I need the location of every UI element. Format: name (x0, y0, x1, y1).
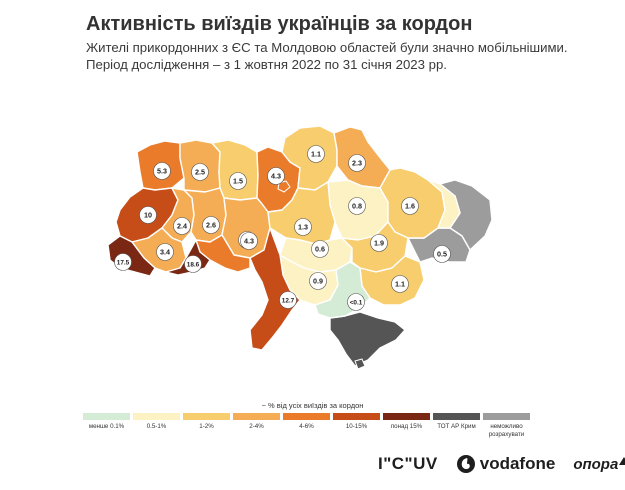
region-value-badge (311, 240, 329, 258)
region-value-label: 4.3 (244, 237, 254, 246)
region-value-label: 1.5 (233, 177, 243, 186)
region-shape-odesa (249, 227, 301, 351)
region-shape-crimea (329, 311, 406, 367)
region-value-badge (156, 243, 174, 261)
legend-swatch (483, 413, 530, 420)
region-value-badge (229, 172, 247, 190)
region-value-badge (279, 291, 297, 309)
legend-label: 1-2% (199, 423, 214, 430)
legend-label: ТОТ АР Крим (437, 423, 476, 430)
region-value-badge (347, 293, 365, 311)
legend-swatch (333, 413, 380, 420)
region-value-label: 1.1 (311, 150, 321, 159)
region-value-label: 2.5 (195, 168, 205, 177)
region-value-label: 5.3 (157, 167, 167, 176)
region-value-badge (202, 216, 220, 234)
region-value-label: 4.3 (271, 172, 281, 181)
opora-logo: опора (573, 456, 625, 473)
region-value-badge (191, 163, 209, 181)
region-value-label: 0.6 (315, 245, 325, 254)
legend-label: понад 15% (390, 423, 423, 430)
ukraine-choropleth-map: 5.32.51.54.31.12.3102.42.62.60.81.61.34.… (107, 125, 493, 370)
region-value-label: 0.8 (352, 202, 362, 211)
region-value-badge (240, 232, 258, 250)
vodafone-wordmark: vodafone (479, 454, 556, 473)
region-value-label: <0.1 (350, 300, 363, 307)
region-value-label: 0.5 (437, 250, 447, 259)
sponsor-logos: I"C"UV vodafone опора (378, 454, 625, 474)
legend-item: 2-4% (233, 413, 280, 439)
region-value-label: 1.9 (374, 239, 384, 248)
legend-item: 1-2% (183, 413, 230, 439)
region-value-badge (370, 234, 388, 252)
legend: менше 0.1% 0.5-1% 1-2% 2-4% 4-6% 10-15% понад … (83, 413, 530, 439)
region-value-label: 1.6 (405, 202, 415, 211)
region-shape-luhansk (427, 179, 461, 229)
region-value-label: 1.3 (298, 223, 308, 232)
legend-item: 0.5-1% (133, 413, 180, 439)
region-value-badge (153, 162, 171, 180)
legend-swatch (433, 413, 480, 420)
legend-label: 4-6% (299, 423, 314, 430)
legend-item: 10-15% (333, 413, 380, 439)
region-value-label: 10 (144, 211, 152, 220)
legend-label: 0.5-1% (146, 423, 167, 430)
legend-label: 10-15% (345, 423, 368, 430)
region-value-badge (294, 218, 312, 236)
legend-label: 2-4% (249, 423, 264, 430)
legend-title: ~ % від усіх виїздів за кордон (261, 401, 364, 410)
legend-swatch (233, 413, 280, 420)
vodafone-speechmark-icon (456, 455, 475, 473)
region-value-badge (391, 275, 409, 293)
legend-item: неможливо розрахувати (483, 413, 530, 439)
legend-swatch (183, 413, 230, 420)
map-title: Активність виїздів українців за кордон (86, 13, 473, 35)
map-subtitle: Жителі прикордонних з ЄС та Молдовою обл… (86, 39, 568, 73)
subtitle-line-1: Жителі прикордонних з ЄС та Молдовою обл… (86, 40, 568, 55)
legend-item: понад 15% (383, 413, 430, 439)
region-value-label: 2.6 (206, 221, 216, 230)
region-value-label: 1.1 (395, 280, 405, 289)
region-value-badge (184, 255, 202, 273)
region-value-label: 18.6 (187, 262, 200, 269)
region-value-badge (401, 197, 419, 215)
legend-item: 4-6% (283, 413, 330, 439)
opora-triangle-icon (619, 456, 625, 465)
region-value-badge (348, 197, 366, 215)
region-value-badge (173, 217, 191, 235)
legend-swatch (83, 413, 130, 420)
region-value-badge (139, 206, 157, 224)
region-value-badge (307, 145, 325, 163)
legend-swatch (283, 413, 330, 420)
region-value-badge (267, 167, 285, 185)
legend-swatch (133, 413, 180, 420)
region-value-badge (348, 154, 366, 172)
legend-label: неможливо розрахувати (488, 423, 525, 438)
region-value-label: 12.7 (282, 298, 295, 305)
legend-item: менше 0.1% (83, 413, 130, 439)
region-value-badge (309, 272, 327, 290)
ircuv-logo: I"C"UV (378, 454, 438, 473)
region-shape-kyiv-city (277, 180, 291, 193)
legend-swatch (383, 413, 430, 420)
region-value-badge (114, 253, 132, 271)
region-shape-sevastopol (354, 358, 366, 370)
region-value-label: 3.4 (160, 248, 170, 257)
legend-item: ТОТ АР Крим (433, 413, 480, 439)
opora-wordmark: опора (573, 455, 619, 473)
vodafone-logo: vodafone (456, 454, 556, 474)
subtitle-line-2: Період дослідження – з 1 жовтня 2022 по … (86, 57, 447, 72)
legend-label: менше 0.1% (88, 423, 125, 430)
region-value-label: 17.5 (117, 260, 130, 267)
region-value-label: 0.9 (313, 277, 323, 286)
region-value-label: 2.4 (177, 222, 187, 231)
region-value-badge (433, 245, 451, 263)
region-value-label: 2.3 (352, 159, 362, 168)
